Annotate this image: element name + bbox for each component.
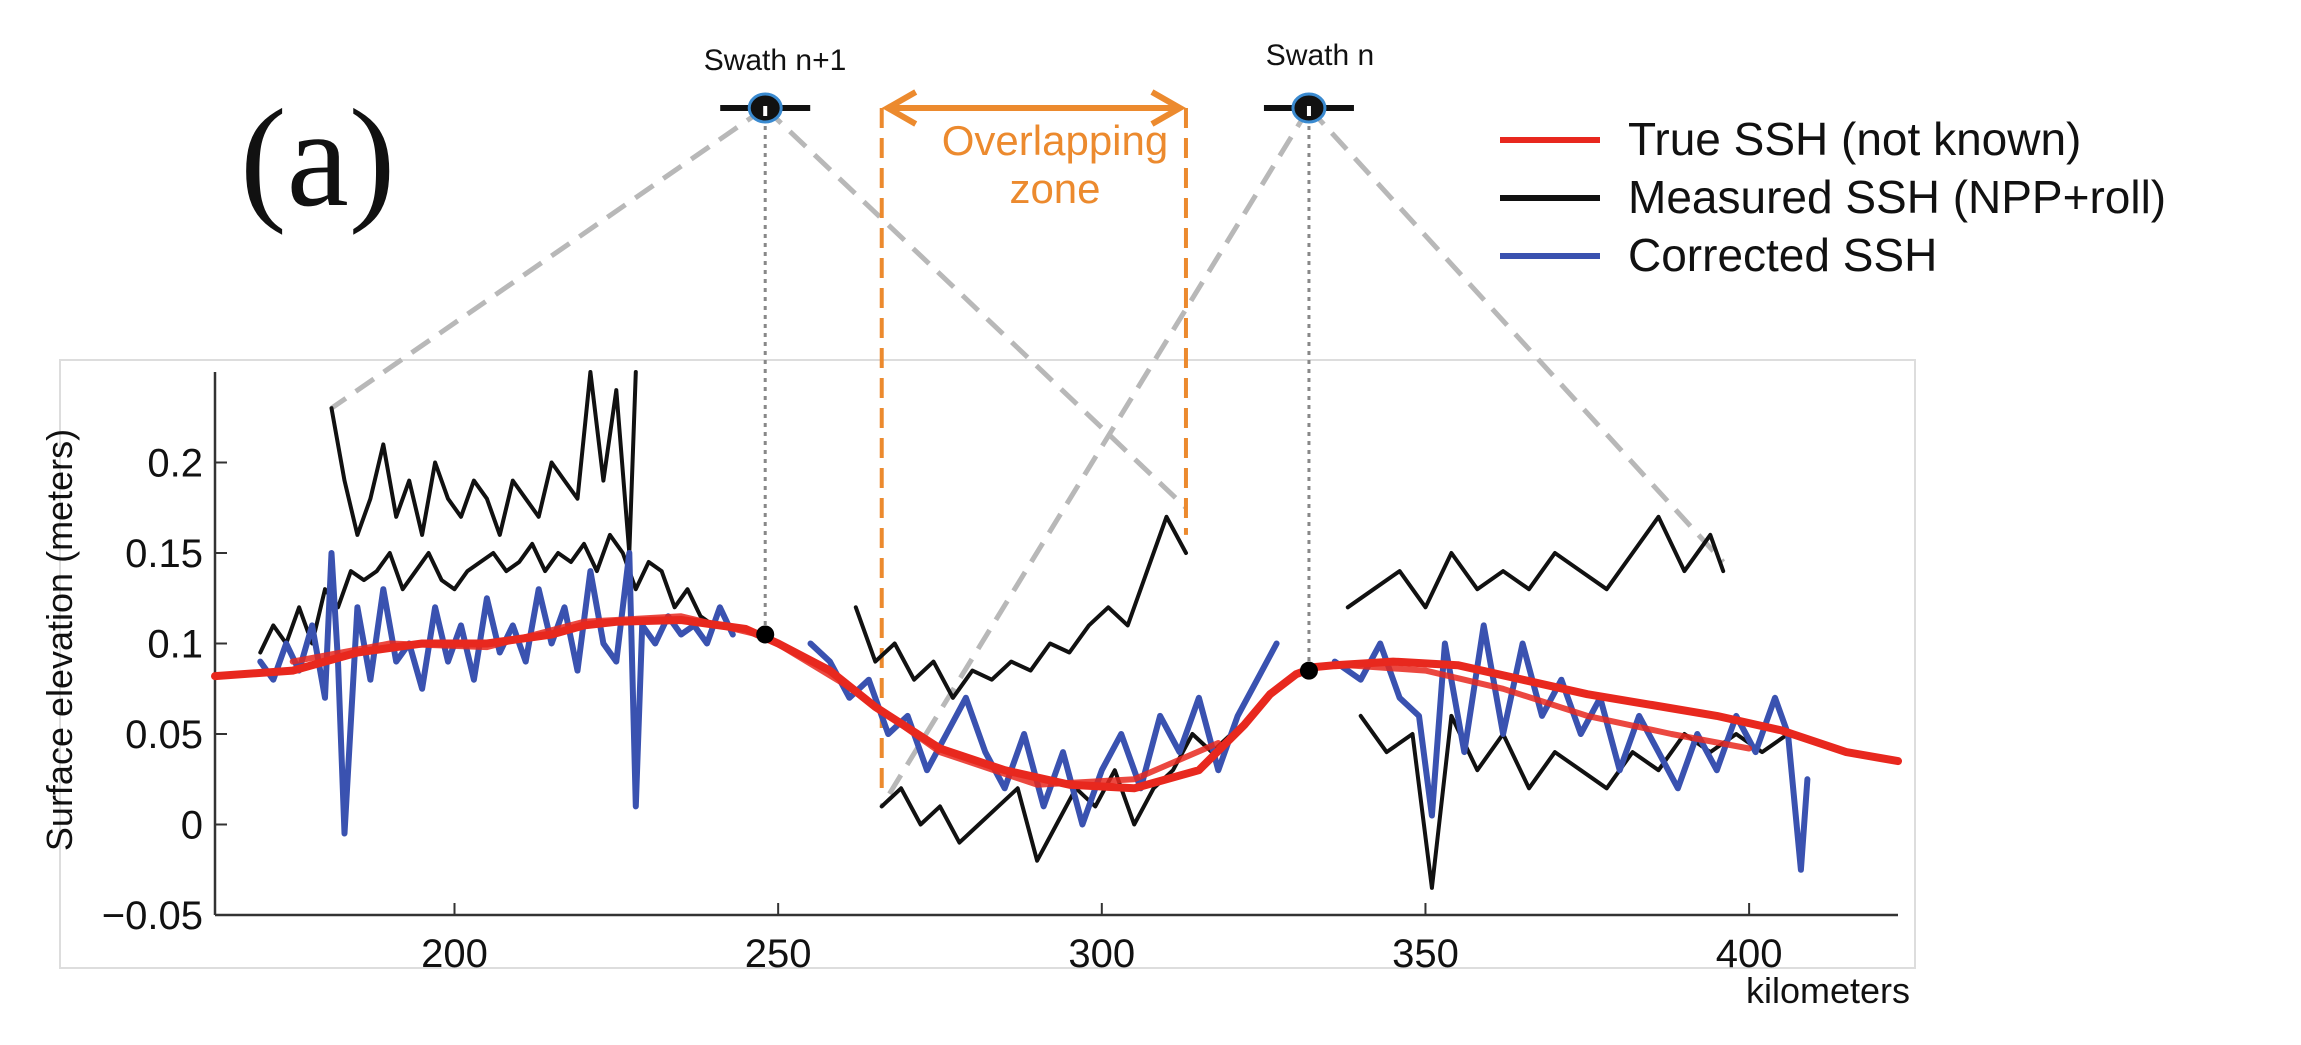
y-tick-label: 0.2 xyxy=(147,442,203,486)
legend: True SSH (not known) Measured SSH (NPP+r… xyxy=(1500,113,2166,281)
legend-label-measured: Measured SSH (NPP+roll) xyxy=(1628,171,2166,223)
legend-label-corrected: Corrected SSH xyxy=(1628,229,1937,281)
overlap-arrow-right xyxy=(1150,89,1187,127)
y-tick-label: 0.1 xyxy=(147,623,203,667)
y-tick-label: 0 xyxy=(181,804,203,848)
y-tick-label: 0.05 xyxy=(125,713,203,757)
measured-ssh-line xyxy=(853,514,1188,700)
y-tick-label: −0.05 xyxy=(102,894,203,938)
corrected-ssh-line xyxy=(1331,622,1811,873)
x-axis-label: kilometers xyxy=(1746,970,1910,1011)
overlap-zone: Overlapping zone xyxy=(879,89,1188,798)
x-ticks: 200 250 300 350 400 xyxy=(421,903,1782,976)
swath-n-label: Swath n xyxy=(1266,39,1374,72)
swath-center-point xyxy=(756,625,775,644)
measured-ssh-line xyxy=(1345,514,1726,610)
legend-label-true: True SSH (not known) xyxy=(1628,113,2081,165)
geometry-line xyxy=(763,106,1188,510)
x-tick-label: 250 xyxy=(745,932,812,976)
panel-label: (a) xyxy=(240,81,395,236)
y-tick-label: 0.15 xyxy=(125,532,203,576)
geometry-line xyxy=(1307,106,1726,564)
satellite-nadir-mark xyxy=(763,106,768,116)
overlap-label-line2: zone xyxy=(1009,165,1100,212)
measured-ssh-line xyxy=(1358,713,1790,890)
x-tick-label: 350 xyxy=(1392,932,1459,976)
measured-ssh-line xyxy=(329,370,638,555)
true-ssh-line xyxy=(211,616,1902,793)
overlap-arrow-left xyxy=(881,89,918,127)
swath-n-plus-1-label: Swath n+1 xyxy=(704,44,847,77)
x-tick-label: 300 xyxy=(1068,932,1135,976)
geometry-line xyxy=(330,105,767,411)
x-tick-label: 400 xyxy=(1716,932,1783,976)
data-series xyxy=(211,370,1902,890)
swath-geometry xyxy=(330,105,1726,808)
swath-center-point xyxy=(1299,661,1318,680)
geometry-line xyxy=(879,106,1312,808)
corrected-ssh-line xyxy=(257,550,736,837)
overlap-label-line1: Overlapping xyxy=(942,117,1168,164)
x-tick-label: 200 xyxy=(421,932,488,976)
corrected-ssh-line xyxy=(807,640,1280,828)
y-ticks: −0.05 0 0.05 0.1 0.15 0.2 xyxy=(102,442,227,938)
measured-ssh-line xyxy=(879,732,1234,863)
true-ssh-segment-line xyxy=(1344,662,1753,752)
satellite-nadir-mark xyxy=(1306,106,1311,116)
y-axis-label: Surface elevation (meters) xyxy=(39,429,80,851)
satellites: Swath n+1 Swath n xyxy=(704,39,1374,124)
